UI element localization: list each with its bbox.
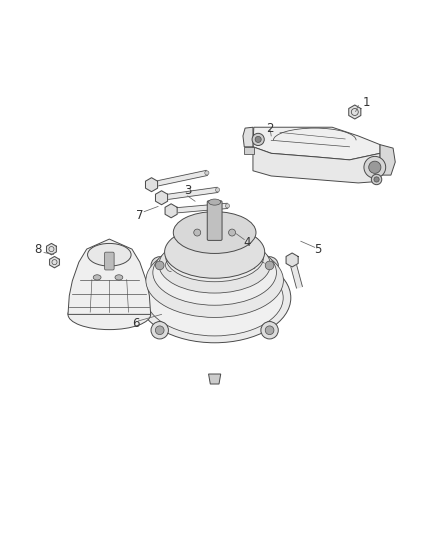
Circle shape xyxy=(243,225,247,230)
Circle shape xyxy=(265,261,274,270)
Polygon shape xyxy=(243,127,253,147)
Polygon shape xyxy=(208,374,221,384)
Circle shape xyxy=(226,204,230,208)
Polygon shape xyxy=(68,239,151,314)
Ellipse shape xyxy=(138,253,291,343)
Circle shape xyxy=(194,229,201,236)
Polygon shape xyxy=(145,177,158,192)
Polygon shape xyxy=(151,171,208,187)
Ellipse shape xyxy=(115,275,123,280)
Polygon shape xyxy=(286,253,298,267)
Ellipse shape xyxy=(166,234,263,282)
Circle shape xyxy=(229,229,236,236)
Circle shape xyxy=(151,321,169,339)
Circle shape xyxy=(254,238,258,243)
Polygon shape xyxy=(349,105,361,119)
Ellipse shape xyxy=(159,237,270,293)
Text: 2: 2 xyxy=(267,123,274,135)
Polygon shape xyxy=(194,225,205,239)
FancyBboxPatch shape xyxy=(105,252,114,270)
Text: 3: 3 xyxy=(184,184,191,197)
Polygon shape xyxy=(380,144,395,175)
Polygon shape xyxy=(46,244,57,255)
Circle shape xyxy=(364,156,386,178)
Circle shape xyxy=(215,188,220,192)
Polygon shape xyxy=(161,187,218,200)
Polygon shape xyxy=(199,225,245,235)
Ellipse shape xyxy=(93,275,101,280)
Text: 7: 7 xyxy=(136,208,144,222)
Circle shape xyxy=(151,257,169,274)
Ellipse shape xyxy=(208,199,221,205)
Ellipse shape xyxy=(88,244,131,266)
FancyBboxPatch shape xyxy=(244,147,254,154)
Ellipse shape xyxy=(146,244,283,318)
Text: 1: 1 xyxy=(362,96,370,109)
Polygon shape xyxy=(49,256,60,268)
Polygon shape xyxy=(171,203,228,213)
Circle shape xyxy=(265,326,274,335)
Circle shape xyxy=(261,257,278,274)
Circle shape xyxy=(374,177,379,182)
Text: 5: 5 xyxy=(314,244,322,256)
Text: 4: 4 xyxy=(244,236,251,249)
Ellipse shape xyxy=(165,226,265,278)
Circle shape xyxy=(255,136,261,142)
Ellipse shape xyxy=(173,212,256,254)
Text: 8: 8 xyxy=(35,244,42,256)
Ellipse shape xyxy=(153,240,276,305)
FancyBboxPatch shape xyxy=(207,201,222,240)
Ellipse shape xyxy=(146,260,283,336)
Polygon shape xyxy=(253,127,380,160)
Circle shape xyxy=(155,261,164,270)
Text: 6: 6 xyxy=(132,318,139,330)
Polygon shape xyxy=(204,236,216,249)
Polygon shape xyxy=(253,147,380,183)
Circle shape xyxy=(371,174,382,184)
Circle shape xyxy=(252,133,264,146)
Polygon shape xyxy=(155,191,168,205)
Circle shape xyxy=(369,161,381,173)
Circle shape xyxy=(205,171,209,175)
Polygon shape xyxy=(289,259,302,288)
Polygon shape xyxy=(210,238,256,245)
Ellipse shape xyxy=(68,299,151,329)
Circle shape xyxy=(155,326,164,335)
Polygon shape xyxy=(165,204,177,218)
Circle shape xyxy=(261,321,278,339)
